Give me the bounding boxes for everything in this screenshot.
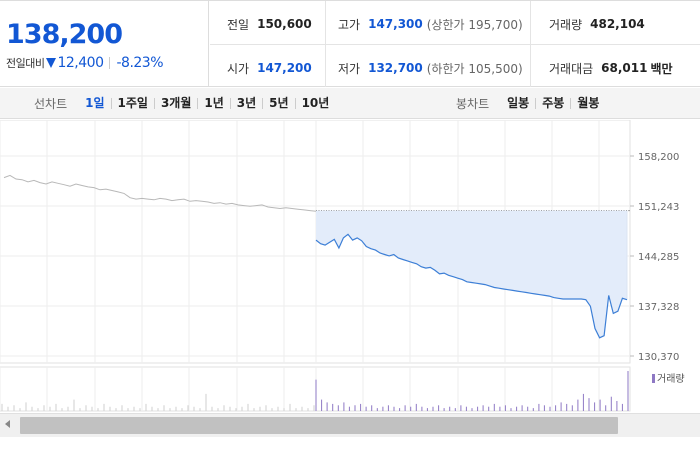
stat-value: 150,600 <box>257 17 312 31</box>
today-area <box>316 210 627 338</box>
line-chart-periods: 선차트 1일 1주일 3개월 1년 3년 5년 10년 <box>34 88 335 119</box>
stat-value: 482,104 <box>590 17 645 31</box>
divider <box>530 1 531 87</box>
stat-high: 고가 147,300 (상한가 195,700) <box>338 16 523 32</box>
stat-open: 시가 147,200 <box>227 60 312 76</box>
stat-label: 거래대금 <box>549 61 594 76</box>
upper-limit: (상한가 195,700) <box>426 17 523 32</box>
stat-prev-close: 전일 150,600 <box>227 16 312 32</box>
candle-chart-label: 봉차트 <box>456 97 490 111</box>
period-tab[interactable]: 1년 <box>198 97 231 109</box>
plot-frame <box>0 120 631 364</box>
change-rate: -8.23% <box>116 55 164 71</box>
stat-value: 147,300 <box>368 17 423 31</box>
quote-header: 138,200 전일대비 12,400 -8.23% 전일 150,600 고가… <box>0 0 700 87</box>
change-row: 전일대비 12,400 -8.23% <box>6 54 164 72</box>
scroll-left-icon[interactable] <box>5 420 10 428</box>
volume-legend-swatch <box>652 374 655 383</box>
period-tab[interactable]: 3개월 <box>155 97 199 109</box>
stat-label: 전일 <box>227 17 250 32</box>
stat-low: 저가 132,700 (하한가 105,500) <box>338 60 523 76</box>
volume-legend-label: 거래량 <box>657 373 685 385</box>
y-tick-label: 144,285 <box>638 252 679 263</box>
stat-volume: 거래량 482,104 <box>549 16 645 32</box>
period-tab[interactable]: 1일 <box>79 97 112 109</box>
change-value: 12,400 <box>57 55 104 71</box>
divider <box>325 1 326 87</box>
period-list: 1일 1주일 3개월 1년 3년 5년 10년 <box>79 96 335 110</box>
stat-label: 고가 <box>338 17 361 32</box>
lower-limit: (하한가 105,500) <box>426 61 523 76</box>
chart-toolbar: 선차트 1일 1주일 3개월 1년 3년 5년 10년 봉차트 일봉 주봉 월봉 <box>0 88 700 119</box>
stat-value: 147,200 <box>257 61 312 75</box>
y-tick-label: 137,328 <box>638 302 679 313</box>
volume-frame <box>0 366 631 412</box>
divider <box>109 57 111 69</box>
period-tab[interactable]: 10년 <box>301 96 330 110</box>
divider <box>210 44 700 45</box>
stat-value: 132,700 <box>368 61 423 75</box>
chart-scrollbar[interactable] <box>0 413 700 437</box>
candle-period-tab[interactable]: 일봉 <box>501 97 537 109</box>
y-tick-label: 158,200 <box>638 152 679 163</box>
y-tick-label: 130,370 <box>638 352 679 363</box>
current-price: 138,200 <box>6 19 123 50</box>
stat-value: 68,011 <box>601 61 648 75</box>
stat-unit: 백만 <box>650 61 673 76</box>
period-tab[interactable]: 1주일 <box>112 97 155 109</box>
scroll-thumb[interactable] <box>20 417 618 434</box>
y-tick-label: 151,243 <box>638 202 679 213</box>
candle-chart-periods: 봉차트 일봉 주봉 월봉 <box>456 88 605 119</box>
stat-amount: 거래대금 68,011 백만 <box>549 60 673 76</box>
price-summary: 138,200 전일대비 12,400 -8.23% <box>0 1 209 87</box>
period-tab[interactable]: 3년 <box>231 97 264 109</box>
candle-period-tab[interactable]: 주봉 <box>536 97 572 109</box>
today-price-line <box>315 233 628 339</box>
candle-period-list: 일봉 주봉 월봉 <box>501 96 605 110</box>
stat-label: 저가 <box>338 61 361 76</box>
stat-label: 거래량 <box>549 17 583 32</box>
change-label: 전일대비 <box>6 57 45 70</box>
stats-table: 전일 150,600 고가 147,300 (상한가 195,700) 거래량 … <box>210 1 700 87</box>
line-chart-label: 선차트 <box>34 97 68 111</box>
candle-period-tab[interactable]: 월봉 <box>577 96 600 110</box>
period-tab[interactable]: 5년 <box>263 97 296 109</box>
down-arrow-icon <box>46 58 57 68</box>
stat-label: 시가 <box>227 61 250 76</box>
prev-day-line <box>3 174 317 212</box>
price-chart: 158,200 151,243 144,285 137,328 130,370 거래량 <box>0 120 685 412</box>
